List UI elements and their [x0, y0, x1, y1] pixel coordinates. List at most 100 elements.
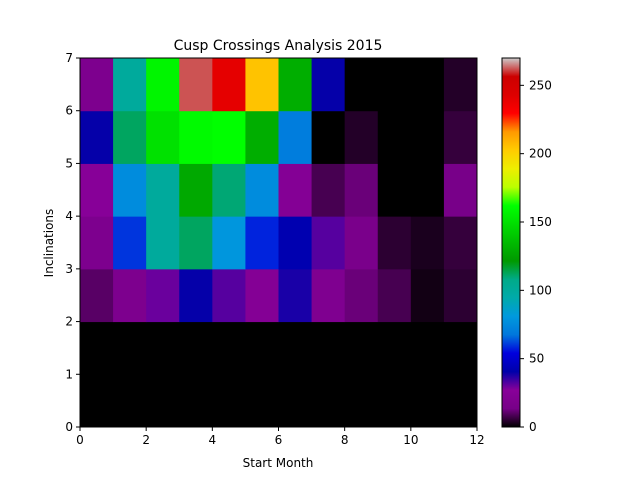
heatmap-cell: [377, 374, 412, 428]
heatmap-cell: [113, 321, 147, 375]
heatmap-cell: [212, 110, 246, 164]
heatmap-cell: [245, 58, 279, 112]
colorbar-tick-label: 0: [529, 420, 537, 434]
x-axis: 0 2 4 6 8 10 12: [76, 427, 485, 447]
y-tick-label: 6: [65, 104, 73, 118]
heatmap-cell: [377, 268, 412, 323]
colorbar-tick-label: 50: [529, 352, 544, 366]
heatmap-cell: [212, 216, 246, 270]
heatmap-cell: [212, 58, 246, 112]
colorbar-tick-label: 150: [529, 215, 552, 229]
heatmap-cell: [344, 58, 379, 112]
heatmap-cell: [278, 374, 313, 428]
heatmap-cell: [212, 268, 246, 323]
heatmap-cell: [113, 110, 147, 164]
heatmap-cell: [179, 163, 213, 217]
heatmap-cell: [377, 216, 412, 270]
heatmap-cell: [146, 58, 180, 112]
x-tick-label: 8: [341, 433, 349, 447]
heatmap-cell: [344, 216, 379, 270]
x-tick-label: 10: [403, 433, 418, 447]
colorbar-tick-label: 250: [529, 78, 552, 92]
heatmap-cell: [278, 58, 313, 112]
heatmap-cell: [80, 321, 114, 375]
heatmap-cell: [113, 58, 147, 112]
heatmap-cell: [245, 268, 279, 323]
heatmap-cell: [311, 321, 346, 375]
heatmap-cell: [80, 163, 114, 217]
heatmap-cell: [245, 216, 279, 270]
heatmap-cell: [80, 374, 114, 428]
heatmap-cell: [278, 216, 313, 270]
heatmap-cell: [410, 268, 445, 323]
heatmap-cell: [245, 374, 279, 428]
colorbar: [501, 57, 521, 428]
heatmap-cell: [410, 163, 445, 217]
heatmap-cell: [344, 374, 379, 428]
heatmap-cell: [377, 321, 412, 375]
heatmap-cell: [443, 163, 478, 217]
heatmap-cell: [278, 110, 313, 164]
heatmap-cell: [80, 58, 114, 112]
y-tick-label: 4: [65, 209, 73, 223]
y-tick-label: 0: [65, 420, 73, 434]
heatmap-cell: [179, 216, 213, 270]
heatmap-cell: [179, 268, 213, 323]
heatmap-cell: [443, 110, 478, 164]
heatmap-cell: [212, 163, 246, 217]
heatmap-cell: [146, 374, 180, 428]
heatmap-cell: [80, 268, 114, 323]
heatmap-cells: [80, 58, 478, 428]
heatmap-cell: [410, 110, 445, 164]
x-tick-label: 2: [142, 433, 150, 447]
heatmap-cell: [245, 110, 279, 164]
heatmap-cell: [410, 321, 445, 375]
heatmap-cell: [344, 321, 379, 375]
heatmap-cell: [443, 321, 478, 375]
y-axis-label: Inclinations: [42, 209, 56, 278]
heatmap-cell: [179, 321, 213, 375]
heatmap-cell: [278, 163, 313, 217]
heatmap-cell: [311, 163, 346, 217]
heatmap-cell: [443, 374, 478, 428]
heatmap-cell: [410, 374, 445, 428]
heatmap-cell: [410, 216, 445, 270]
heatmap-cell: [212, 321, 246, 375]
heatmap-cell: [344, 268, 379, 323]
y-tick-label: 7: [65, 51, 73, 65]
heatmap-cell: [245, 321, 279, 375]
x-tick-label: 0: [76, 433, 84, 447]
colorbar-axis: 0 50 100 150 200 250: [520, 78, 552, 434]
colorbar-tick-label: 200: [529, 147, 552, 161]
heatmap-cell: [113, 163, 147, 217]
y-axis: 0 1 2 3 4 5 6 7: [65, 51, 80, 434]
heatmap-cell: [311, 374, 346, 428]
x-tick-label: 12: [469, 433, 484, 447]
y-tick-label: 2: [65, 315, 73, 329]
heatmap-cell: [179, 374, 213, 428]
heatmap-cell: [311, 58, 346, 112]
y-tick-label: 3: [65, 262, 73, 276]
heatmap-cell: [377, 163, 412, 217]
heatmap-cell: [113, 374, 147, 428]
heatmap-cell: [410, 58, 445, 112]
heatmap-cell: [344, 110, 379, 164]
heatmap-cell: [377, 58, 412, 112]
heatmap-cell: [146, 268, 180, 323]
heatmap-cell: [212, 374, 246, 428]
chart-title: Cusp Crossings Analysis 2015: [174, 38, 383, 54]
x-tick-label: 4: [209, 433, 217, 447]
heatmap-cell: [146, 321, 180, 375]
heatmap-cell: [113, 216, 147, 270]
heatmap-cell: [311, 110, 346, 164]
heatmap-cell: [443, 58, 478, 112]
heatmap-cell: [179, 58, 213, 112]
colorbar-tick-label: 100: [529, 283, 552, 297]
heatmap-cell: [146, 110, 180, 164]
heatmap-cell: [311, 268, 346, 323]
x-axis-label: Start Month: [243, 456, 314, 470]
x-tick-label: 6: [275, 433, 283, 447]
heatmap-cell: [113, 268, 147, 323]
